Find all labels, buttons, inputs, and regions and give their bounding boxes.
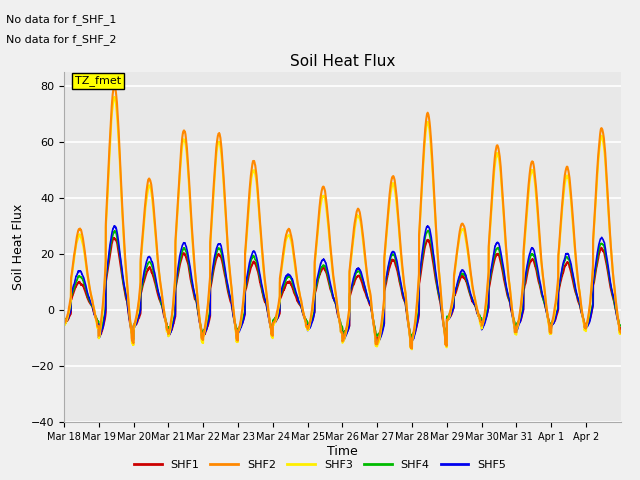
SHF2 [111, 84, 118, 90]
SHF1 [60, 320, 68, 325]
Title: Soil Heat Flux: Soil Heat Flux [290, 54, 395, 70]
SHF3 [111, 94, 118, 100]
SHF3 [523, 212, 531, 218]
SHF5 [617, 329, 625, 335]
Text: No data for f_SHF_1: No data for f_SHF_1 [6, 14, 116, 25]
SHF4 [393, 262, 401, 267]
SHF5 [60, 321, 68, 327]
SHF1 [495, 253, 503, 259]
SHF4 [523, 269, 531, 275]
SHF4 [363, 293, 371, 299]
Legend: SHF1, SHF2, SHF3, SHF4, SHF5: SHF1, SHF2, SHF3, SHF4, SHF5 [129, 456, 511, 474]
SHF4 [537, 287, 545, 293]
SHF3 [408, 347, 416, 352]
SHF4 [60, 317, 68, 323]
SHF1 [617, 326, 625, 332]
SHF1 [364, 295, 371, 301]
Line: SHF3: SHF3 [64, 97, 621, 349]
Text: No data for f_SHF_2: No data for f_SHF_2 [6, 34, 117, 45]
SHF1 [393, 267, 401, 273]
Y-axis label: Soil Heat Flux: Soil Heat Flux [12, 204, 25, 290]
SHF3 [60, 323, 68, 329]
SHF2 [393, 197, 401, 203]
SHF2 [523, 206, 531, 212]
SHF3 [617, 331, 625, 336]
SHF2 [495, 151, 503, 156]
Line: SHF4: SHF4 [64, 230, 621, 339]
SHF4 [424, 228, 432, 233]
X-axis label: Time: Time [327, 445, 358, 458]
SHF3 [537, 256, 545, 262]
SHF5 [537, 284, 545, 290]
SHF3 [495, 158, 503, 164]
SHF5 [364, 293, 371, 299]
SHF1 [523, 274, 531, 280]
Line: SHF2: SHF2 [64, 87, 621, 348]
SHF5 [495, 243, 503, 249]
Text: TZ_fmet: TZ_fmet [75, 75, 121, 86]
Line: SHF5: SHF5 [64, 226, 621, 346]
SHF4 [617, 323, 625, 329]
SHF3 [364, 273, 371, 279]
SHF1 [537, 288, 545, 294]
SHF4 [408, 336, 415, 342]
SHF1 [110, 235, 118, 241]
SHF1 [408, 339, 416, 345]
SHF2 [60, 321, 68, 326]
SHF5 [523, 265, 531, 271]
SHF3 [393, 204, 401, 210]
SHF2 [617, 330, 625, 336]
SHF2 [408, 346, 416, 351]
SHF5 [406, 343, 414, 348]
SHF5 [110, 223, 118, 229]
Line: SHF1: SHF1 [64, 238, 621, 342]
SHF1 [176, 264, 184, 269]
SHF5 [393, 259, 401, 264]
SHF2 [364, 272, 371, 277]
SHF4 [495, 248, 503, 254]
SHF5 [176, 254, 184, 260]
SHF2 [537, 254, 545, 260]
SHF3 [176, 175, 184, 181]
SHF2 [176, 170, 184, 176]
SHF4 [175, 261, 183, 267]
